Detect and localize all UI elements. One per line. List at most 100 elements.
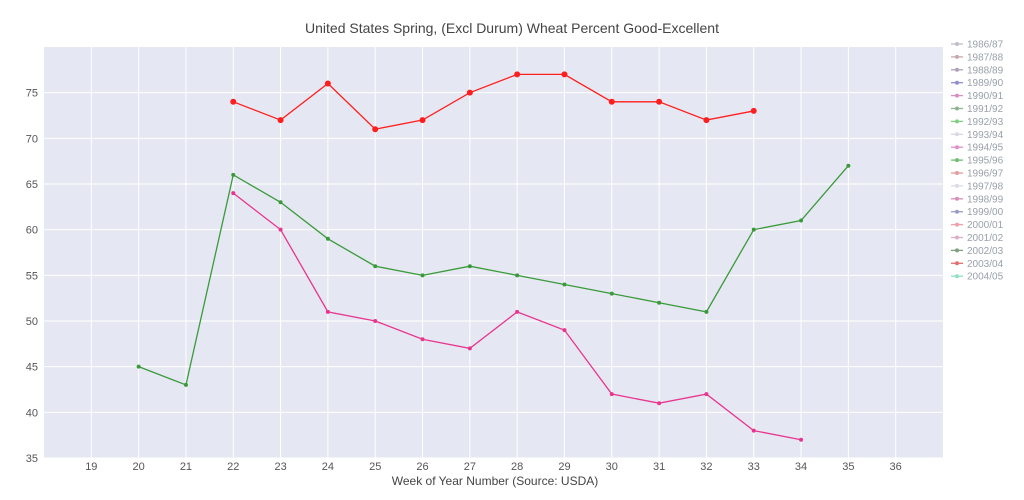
x-tick-label: 30 <box>606 461 618 473</box>
data-point <box>799 218 804 223</box>
data-point <box>467 346 472 351</box>
legend-label: 1997/98 <box>967 181 1004 192</box>
y-tick-label: 40 <box>26 407 38 419</box>
data-point <box>609 392 614 397</box>
data-point <box>751 227 756 232</box>
data-point <box>420 273 425 278</box>
legend-swatch-marker <box>955 93 959 98</box>
x-tick-label: 19 <box>85 461 97 473</box>
legend-item[interactable]: 2000/01 <box>951 220 1004 231</box>
data-point <box>183 382 188 387</box>
legend-label: 1992/93 <box>967 117 1004 128</box>
legend-swatch-marker <box>955 171 959 175</box>
legend-item[interactable]: 2003/04 <box>951 259 1004 270</box>
legend-item[interactable]: 1999/00 <box>951 207 1004 218</box>
chart-title: United States Spring, (Excl Durum) Wheat… <box>305 20 719 36</box>
data-point <box>419 117 426 124</box>
series-line <box>138 165 849 386</box>
legend-item[interactable]: 2001/02 <box>951 233 1004 244</box>
data-point <box>325 236 330 241</box>
legend-label: 1994/95 <box>967 143 1004 154</box>
grid-lines <box>44 47 943 459</box>
x-tick-label: 28 <box>511 461 523 473</box>
legend-item[interactable]: 1992/93 <box>951 117 1004 128</box>
legend-label: 1998/99 <box>967 194 1004 205</box>
y-tick-label: 50 <box>26 316 38 328</box>
legend-item[interactable]: 1990/91 <box>951 91 1004 102</box>
legend-label: 2003/04 <box>967 259 1004 270</box>
legend-label: 1990/91 <box>967 91 1004 102</box>
series-line <box>233 73 754 130</box>
legend-label: 2000/01 <box>967 220 1004 231</box>
x-tick-label: 24 <box>322 461 334 473</box>
legend-swatch-marker <box>955 183 959 188</box>
legend-swatch-marker <box>955 235 959 240</box>
data-point <box>656 98 663 105</box>
legend-item[interactable]: 1988/89 <box>951 65 1004 76</box>
x-tick-label: 27 <box>464 461 476 473</box>
y-tick-label: 45 <box>26 362 38 374</box>
legend-item[interactable]: 1998/99 <box>951 194 1004 205</box>
data-point <box>799 437 804 442</box>
legend-swatch-marker <box>955 248 959 253</box>
data-point <box>324 80 331 87</box>
x-tick-label: 33 <box>748 461 760 473</box>
data-point <box>515 309 520 314</box>
data-point <box>466 89 473 96</box>
x-axis-ticks: 19 20 21 22 23 24 25 26 27 28 29 30 31 32 33 34 35 36 <box>85 461 902 473</box>
x-tick-label: 35 <box>842 461 854 473</box>
legend-item[interactable]: 2004/05 <box>951 272 1004 283</box>
data-point <box>231 172 236 177</box>
legend-swatch-marker <box>955 132 959 137</box>
legend-swatch-marker <box>955 42 959 46</box>
legend-label: 1988/89 <box>967 65 1004 76</box>
data-point <box>562 328 567 333</box>
y-tick-label: 75 <box>26 88 38 100</box>
y-tick-label: 60 <box>26 225 38 237</box>
legend-swatch-marker <box>955 209 959 214</box>
y-tick-label: 35 <box>26 453 38 465</box>
data-point <box>325 309 330 314</box>
legend-item[interactable]: 1989/90 <box>951 78 1004 89</box>
data-point <box>372 126 379 133</box>
legend-swatch-marker <box>955 261 959 266</box>
data-point <box>231 191 236 196</box>
legend-item[interactable]: 1996/97 <box>951 169 1004 180</box>
legend-swatch-marker <box>955 80 959 85</box>
legend-item[interactable]: 1987/88 <box>951 52 1004 63</box>
x-tick-label: 23 <box>274 461 286 473</box>
data-point <box>467 264 472 269</box>
legend-swatch-marker <box>955 158 959 163</box>
data-point <box>608 98 615 105</box>
legend-label: 1993/94 <box>967 130 1004 141</box>
data-point <box>704 309 709 314</box>
y-tick-label: 55 <box>26 270 38 282</box>
legend-swatch-marker <box>955 196 959 201</box>
data-point <box>609 291 614 296</box>
y-axis-ticks: 35 40 45 50 55 60 65 70 75 <box>26 88 38 465</box>
data-point <box>751 428 756 433</box>
legend-item[interactable]: 2002/03 <box>951 246 1004 257</box>
legend-label: 2002/03 <box>967 246 1004 257</box>
legend-item[interactable]: 1991/92 <box>951 104 1004 115</box>
legend-item[interactable]: 1986/87 <box>951 40 1004 51</box>
legend-label: 1987/88 <box>967 52 1004 63</box>
x-tick-label: 26 <box>416 461 428 473</box>
legend-label: 2001/02 <box>967 233 1004 244</box>
data-point <box>562 282 567 287</box>
legend-swatch-marker <box>955 274 959 279</box>
legend-swatch-marker <box>955 145 959 150</box>
data-point <box>561 71 568 78</box>
legend-item[interactable]: 1993/94 <box>951 130 1004 141</box>
legend-item[interactable]: 1997/98 <box>951 181 1004 192</box>
data-point <box>277 117 284 124</box>
legend-item[interactable]: 1994/95 <box>951 143 1004 154</box>
x-tick-label: 25 <box>369 461 381 473</box>
legend-item[interactable]: 1995/96 <box>951 156 1004 167</box>
series-layer <box>136 71 851 442</box>
legend-swatch-marker <box>955 67 959 72</box>
series-1 <box>136 163 851 387</box>
